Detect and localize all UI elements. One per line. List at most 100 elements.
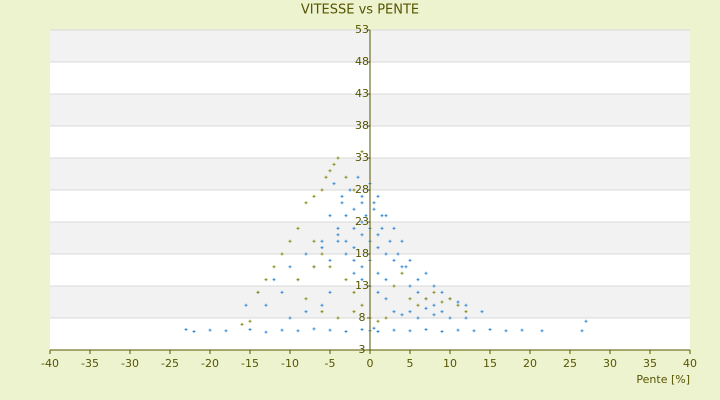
point: [440, 310, 444, 314]
point: [352, 188, 356, 192]
point: [400, 265, 404, 269]
point: [360, 150, 364, 154]
point: [380, 214, 384, 218]
point: [376, 271, 380, 275]
point: [360, 278, 364, 282]
point: [480, 310, 484, 314]
point: [416, 303, 420, 307]
point: [328, 265, 332, 269]
point: [264, 303, 268, 307]
point: [384, 214, 388, 218]
point: [344, 175, 348, 179]
y-tick-label: 43: [355, 87, 369, 100]
point: [328, 169, 332, 173]
point: [424, 328, 428, 332]
point: [376, 319, 380, 323]
point: [360, 220, 364, 224]
point: [376, 233, 380, 237]
point: [360, 201, 364, 205]
point: [356, 175, 360, 179]
point: [372, 207, 376, 211]
x-tick-label: -10: [281, 357, 299, 370]
point: [400, 313, 404, 317]
point: [320, 303, 324, 307]
point: [424, 306, 428, 310]
y-tick-label: 53: [355, 23, 369, 36]
point: [360, 328, 364, 332]
point: [408, 310, 412, 314]
point: [352, 246, 356, 250]
point: [288, 239, 292, 243]
point: [364, 214, 368, 218]
point: [376, 246, 380, 250]
point: [312, 194, 316, 198]
y-tick-label: 28: [355, 183, 369, 196]
point: [312, 327, 316, 331]
point: [384, 278, 388, 282]
point: [408, 297, 412, 301]
point: [388, 239, 392, 243]
point: [264, 278, 268, 282]
x-tick-label: 25: [563, 357, 577, 370]
point: [340, 201, 344, 205]
point: [332, 182, 336, 186]
point: [352, 258, 356, 262]
point: [248, 328, 252, 332]
point: [332, 162, 336, 166]
point: [396, 252, 400, 256]
x-tick-label: -15: [241, 357, 259, 370]
point: [384, 316, 388, 320]
point: [248, 319, 252, 323]
x-tick-label: 40: [683, 357, 697, 370]
point: [320, 246, 324, 250]
point: [372, 326, 376, 330]
x-tick-label: 35: [643, 357, 657, 370]
point: [456, 300, 460, 304]
point: [352, 207, 356, 211]
point: [352, 271, 356, 275]
point: [380, 226, 384, 230]
point: [456, 328, 460, 332]
point: [344, 252, 348, 256]
point: [352, 310, 356, 314]
point: [296, 226, 300, 230]
y-tick-label: 23: [355, 215, 369, 228]
x-tick-label: -5: [325, 357, 336, 370]
point: [392, 226, 396, 230]
point: [416, 316, 420, 320]
point: [344, 329, 348, 333]
point: [392, 328, 396, 332]
point: [448, 297, 452, 301]
point: [376, 194, 380, 198]
x-axis-label: Pente [%]: [636, 373, 690, 386]
point: [328, 290, 332, 294]
point: [360, 194, 364, 198]
point: [336, 233, 340, 237]
point: [400, 239, 404, 243]
point: [360, 265, 364, 269]
y-tick-label: 3: [359, 343, 366, 356]
x-tick-label: -40: [41, 357, 59, 370]
point: [336, 226, 340, 230]
point: [344, 239, 348, 243]
point: [328, 328, 332, 332]
point: [240, 322, 244, 326]
point: [280, 252, 284, 256]
y-tick-label: 18: [355, 247, 369, 260]
point: [448, 316, 452, 320]
point: [432, 284, 436, 288]
point: [304, 201, 308, 205]
y-tick-label: 13: [355, 279, 369, 292]
point: [440, 329, 444, 333]
point: [408, 284, 412, 288]
point: [424, 271, 428, 275]
point: [416, 290, 420, 294]
point: [340, 194, 344, 198]
point: [424, 297, 428, 301]
point: [360, 303, 364, 307]
point: [432, 313, 436, 317]
x-tick-label: -25: [161, 357, 179, 370]
point: [280, 328, 284, 332]
y-tick-label: 38: [355, 119, 369, 132]
